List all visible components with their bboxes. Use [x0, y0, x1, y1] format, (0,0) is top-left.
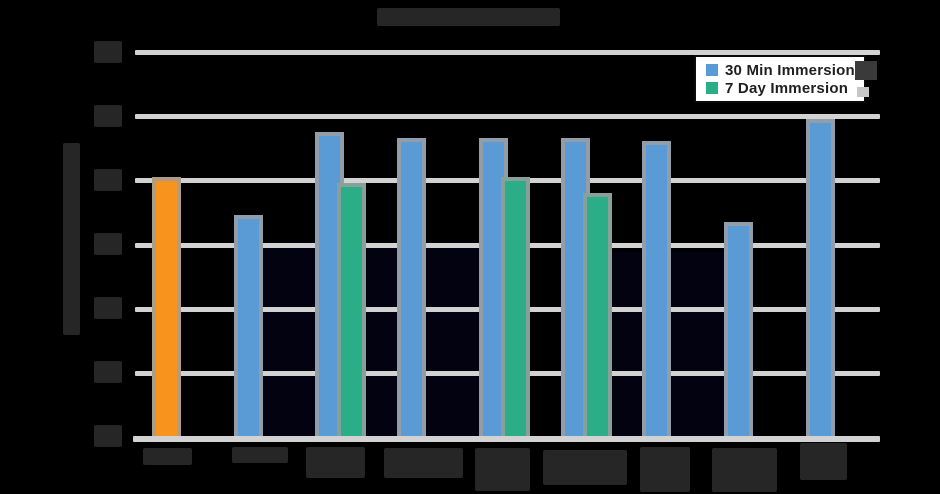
chart-title-redacted [377, 8, 560, 26]
x-tick-label-redacted [800, 443, 847, 480]
bar [397, 138, 427, 441]
x-tick-label-redacted [384, 448, 463, 478]
bar [723, 221, 753, 441]
bar [233, 215, 263, 441]
legend-item-30min: 30 Min Immersion [706, 62, 864, 79]
legend-label-7day: 7 Day Immersion [725, 79, 849, 97]
legend-swatch-green-icon [706, 82, 718, 94]
legend-label-30min: 30 Min Immersion [725, 61, 855, 79]
y-axis-label-redacted [63, 143, 80, 335]
gridline [135, 113, 880, 119]
bar [500, 176, 530, 441]
bar [642, 141, 672, 441]
x-axis-line [133, 435, 880, 442]
x-tick-label-redacted [143, 448, 192, 465]
y-tick-label-redacted [94, 297, 122, 319]
legend-item-7day: 7 Day Immersion [706, 80, 864, 97]
y-tick-label-redacted [94, 169, 122, 191]
x-tick-label-redacted [475, 448, 530, 491]
legend-artifact-gray-block [857, 87, 869, 97]
x-tick-label-redacted [543, 450, 627, 485]
y-tick-label-redacted [94, 233, 122, 255]
x-tick-label-redacted [640, 447, 690, 492]
gridline [135, 49, 880, 55]
legend-swatch-blue-icon [706, 64, 718, 76]
legend-artifact-dark-block [855, 61, 877, 80]
bar [805, 118, 835, 441]
bar [582, 192, 612, 441]
y-tick-label-redacted [94, 41, 122, 63]
legend: 30 Min Immersion 7 Day Immersion [694, 55, 866, 103]
y-tick-label-redacted [94, 105, 122, 127]
y-tick-label-redacted [94, 425, 122, 447]
x-tick-label-redacted [712, 448, 777, 492]
x-tick-label-redacted [306, 447, 365, 478]
y-tick-label-redacted [94, 361, 122, 383]
bar [152, 176, 181, 441]
x-tick-label-redacted [232, 447, 288, 463]
bar [337, 183, 367, 441]
